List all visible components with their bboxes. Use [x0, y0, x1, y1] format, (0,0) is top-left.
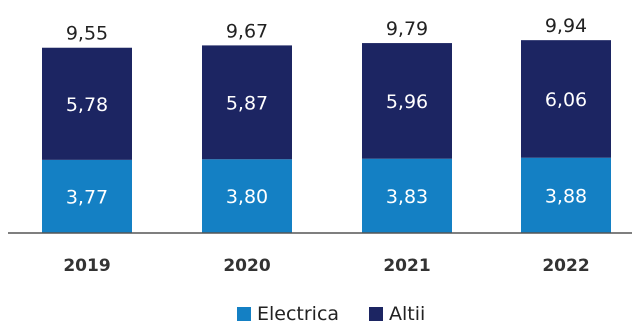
data-label-altii-2022: 6,06: [545, 89, 587, 111]
total-label-2021: 9,79: [386, 18, 428, 40]
data-label-electrica-2020: 3,80: [226, 186, 268, 208]
bar-altii-2022: [521, 40, 611, 158]
data-label-altii-2019: 5,78: [66, 94, 108, 116]
legend-label-electrica: Electrica: [257, 303, 339, 325]
total-label-2019: 9,55: [66, 23, 108, 45]
bar-altii-2019: [42, 47, 132, 160]
total-label-2022: 9,94: [545, 15, 587, 37]
x-tick-label-2022: 2022: [542, 256, 589, 276]
x-tick-label-2021: 2021: [383, 256, 430, 276]
category-labels: 2019 2020 2021 2022: [63, 256, 589, 276]
legend-swatch-altii: [369, 307, 383, 321]
bar-electrica-2021: [362, 158, 452, 233]
bar-altii-2021: [362, 43, 452, 159]
bar-electrica-2020: [202, 159, 292, 233]
legend: Electrica Altii: [237, 303, 425, 325]
bars-group: 3,77 5,78 9,55 3,80 5,87 9,67 3,83 5,96 9,79 3,88…: [42, 15, 611, 233]
bar-electrica-2019: [42, 159, 132, 233]
bar-altii-2020: [202, 45, 292, 160]
legend-label-altii: Altii: [389, 303, 425, 325]
legend-swatch-electrica: [237, 307, 251, 321]
data-label-altii-2021: 5,96: [386, 91, 428, 113]
data-label-electrica-2021: 3,83: [386, 186, 428, 208]
data-label-altii-2020: 5,87: [226, 92, 268, 114]
data-label-electrica-2022: 3,88: [545, 185, 587, 207]
x-tick-label-2020: 2020: [223, 256, 270, 276]
data-label-electrica-2019: 3,77: [66, 186, 108, 208]
total-label-2020: 9,67: [226, 20, 268, 42]
bar-electrica-2022: [521, 157, 611, 233]
x-tick-label-2019: 2019: [63, 256, 110, 276]
